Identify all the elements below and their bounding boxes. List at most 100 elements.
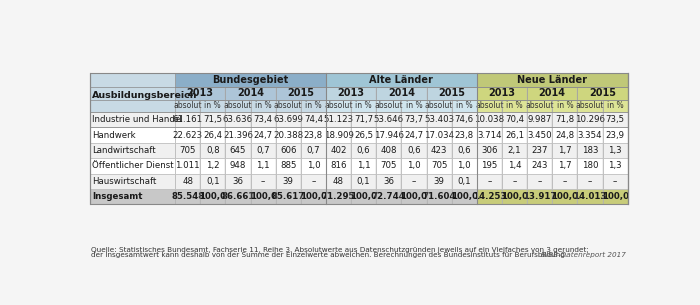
Bar xyxy=(426,189,452,204)
Text: in %: in % xyxy=(607,101,624,110)
Text: –: – xyxy=(487,177,491,186)
Text: Insgesamt: Insgesamt xyxy=(92,192,143,201)
Bar xyxy=(552,127,578,143)
Bar xyxy=(401,143,426,158)
Bar xyxy=(276,143,301,158)
Text: 1,7: 1,7 xyxy=(558,146,572,155)
Text: 2015: 2015 xyxy=(438,88,466,98)
Text: in %: in % xyxy=(255,101,272,110)
Text: –: – xyxy=(512,177,517,186)
Text: 885: 885 xyxy=(280,161,297,170)
Bar xyxy=(376,174,401,189)
Bar xyxy=(552,174,578,189)
Text: in %: in % xyxy=(305,101,322,110)
Bar xyxy=(552,112,578,127)
Bar xyxy=(251,174,276,189)
Text: absolut: absolut xyxy=(374,101,403,110)
Text: 0,6: 0,6 xyxy=(407,146,421,155)
Text: 408: 408 xyxy=(381,146,397,155)
Text: absolut: absolut xyxy=(174,101,202,110)
Text: 48: 48 xyxy=(182,177,193,186)
Text: 24,7: 24,7 xyxy=(253,131,272,140)
Text: 423: 423 xyxy=(430,146,447,155)
Bar xyxy=(401,189,426,204)
Bar xyxy=(578,100,603,112)
Text: absolut: absolut xyxy=(224,101,252,110)
Text: 100,0: 100,0 xyxy=(199,192,226,201)
Bar xyxy=(175,174,200,189)
Text: 36: 36 xyxy=(232,177,244,186)
Bar xyxy=(401,174,426,189)
Bar xyxy=(477,143,502,158)
Text: 24,8: 24,8 xyxy=(555,131,575,140)
Text: 53.403: 53.403 xyxy=(424,115,454,124)
Bar xyxy=(326,87,376,100)
Text: –: – xyxy=(312,177,316,186)
Text: 100,0: 100,0 xyxy=(501,192,528,201)
Bar xyxy=(301,158,326,174)
Bar xyxy=(200,112,225,127)
Bar xyxy=(452,189,477,204)
Text: Hauswirtschaft: Hauswirtschaft xyxy=(92,177,157,186)
Bar xyxy=(426,100,452,112)
Bar xyxy=(477,189,502,204)
Text: 26,5: 26,5 xyxy=(354,131,373,140)
Bar xyxy=(603,143,628,158)
Bar xyxy=(376,100,401,112)
Text: Bundesgebiet: Bundesgebiet xyxy=(212,75,288,85)
Bar xyxy=(351,112,376,127)
Bar xyxy=(225,174,251,189)
Bar xyxy=(401,158,426,174)
Bar xyxy=(477,87,527,100)
Bar xyxy=(527,189,552,204)
Bar xyxy=(326,112,351,127)
Bar xyxy=(225,112,251,127)
Bar xyxy=(401,100,426,112)
Bar xyxy=(578,87,628,100)
Text: 2,1: 2,1 xyxy=(508,146,522,155)
Text: 72.744: 72.744 xyxy=(372,192,406,201)
Bar xyxy=(251,143,276,158)
Text: 243: 243 xyxy=(531,161,548,170)
Bar xyxy=(426,143,452,158)
Bar xyxy=(90,127,175,143)
Text: 14.013: 14.013 xyxy=(573,192,607,201)
Bar xyxy=(351,143,376,158)
Bar xyxy=(376,127,401,143)
Bar xyxy=(426,127,452,143)
Text: in %: in % xyxy=(506,101,523,110)
Text: 1,1: 1,1 xyxy=(256,161,270,170)
Bar xyxy=(276,158,301,174)
Bar xyxy=(90,73,175,112)
Bar xyxy=(376,158,401,174)
Text: 2013: 2013 xyxy=(489,88,515,98)
Text: 23,9: 23,9 xyxy=(606,131,624,140)
Bar xyxy=(527,87,578,100)
Bar xyxy=(502,127,527,143)
Text: 306: 306 xyxy=(481,146,498,155)
Text: 180: 180 xyxy=(582,161,598,170)
Text: 71.295: 71.295 xyxy=(322,192,355,201)
Bar xyxy=(90,174,175,189)
Bar xyxy=(603,174,628,189)
Bar xyxy=(251,127,276,143)
Text: 71.604: 71.604 xyxy=(422,192,456,201)
Bar xyxy=(502,100,527,112)
Text: 17.946: 17.946 xyxy=(374,131,404,140)
Text: in %: in % xyxy=(556,101,573,110)
Bar xyxy=(326,143,351,158)
Bar xyxy=(527,174,552,189)
Bar xyxy=(90,112,175,127)
Text: 14.253: 14.253 xyxy=(473,192,506,201)
Text: 73,7: 73,7 xyxy=(405,115,424,124)
Text: 0,1: 0,1 xyxy=(357,177,370,186)
Bar xyxy=(251,158,276,174)
Bar xyxy=(376,87,426,100)
Text: 2014: 2014 xyxy=(388,88,415,98)
Bar xyxy=(175,87,225,100)
Text: 100,0: 100,0 xyxy=(552,192,578,201)
Text: 48: 48 xyxy=(333,177,344,186)
Text: 100,0: 100,0 xyxy=(601,192,629,201)
Bar xyxy=(527,100,552,112)
Text: 0,6: 0,6 xyxy=(457,146,471,155)
